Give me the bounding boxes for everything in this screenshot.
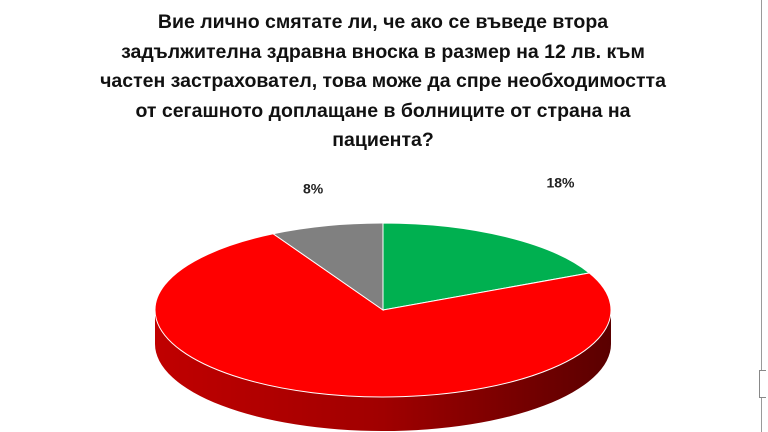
chart-title: Вие лично смятате ли, че ако се въведе в… [100, 11, 666, 151]
data-label-2: 8% [303, 181, 324, 197]
pie-slice-1 [154, 233, 612, 398]
pie-slice-0 [382, 222, 591, 311]
pie-side-wall [155, 310, 611, 431]
pie-slice-2 [271, 222, 384, 311]
data-label-0: 18% [546, 174, 575, 190]
resize-handle[interactable] [759, 370, 766, 398]
panel-divider [761, 0, 762, 432]
